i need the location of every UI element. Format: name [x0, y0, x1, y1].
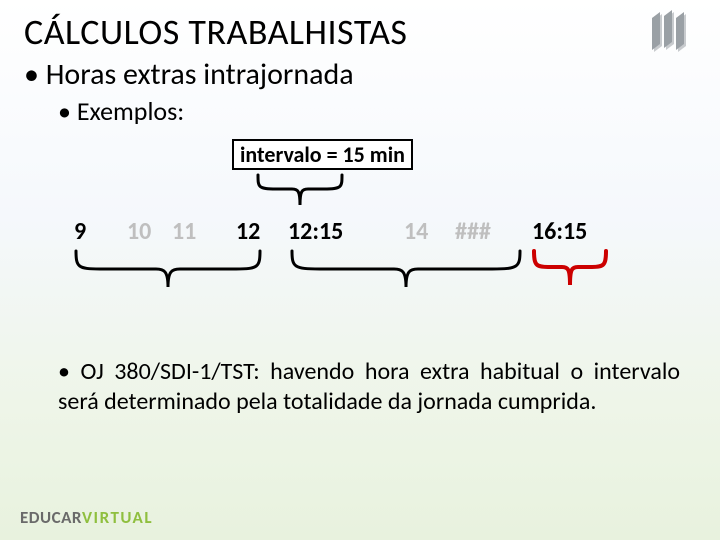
top-right-logo: [644, 10, 700, 56]
brace-bottom-middle: [286, 247, 526, 293]
body-paragraph: • OJ 380/SDI-1/TST: havendo hora extra h…: [0, 339, 720, 417]
time-1615: 16:15: [532, 217, 587, 246]
time-10: 10: [127, 217, 151, 246]
time-12: 12: [236, 217, 260, 246]
time-hash: ###: [455, 217, 491, 246]
time-11: 11: [172, 217, 196, 246]
footer-logo: EDUCARVIRTUAL: [20, 507, 153, 528]
page-title: CÁLCULOS TRABALHISTAS: [0, 0, 720, 54]
bullet-level-1: • Horas extras intrajornada: [0, 54, 720, 93]
brace-interval: [252, 171, 348, 213]
interval-label-box: intervalo = 15 min: [232, 139, 413, 170]
time-14: 14: [404, 217, 428, 246]
bullet-level-2: • Exemplos:: [0, 93, 720, 127]
timeline-diagram: intervalo = 15 min 9 10 11 12 12:15 14 #…: [50, 139, 670, 339]
footer-virtual: VIRTUAL: [82, 507, 153, 528]
brace-bottom-left: [70, 247, 266, 293]
footer-educar: EDUCAR: [20, 507, 82, 528]
brace-bottom-right: [528, 247, 612, 293]
time-9: 9: [74, 217, 86, 246]
time-1215: 12:15: [288, 217, 343, 246]
